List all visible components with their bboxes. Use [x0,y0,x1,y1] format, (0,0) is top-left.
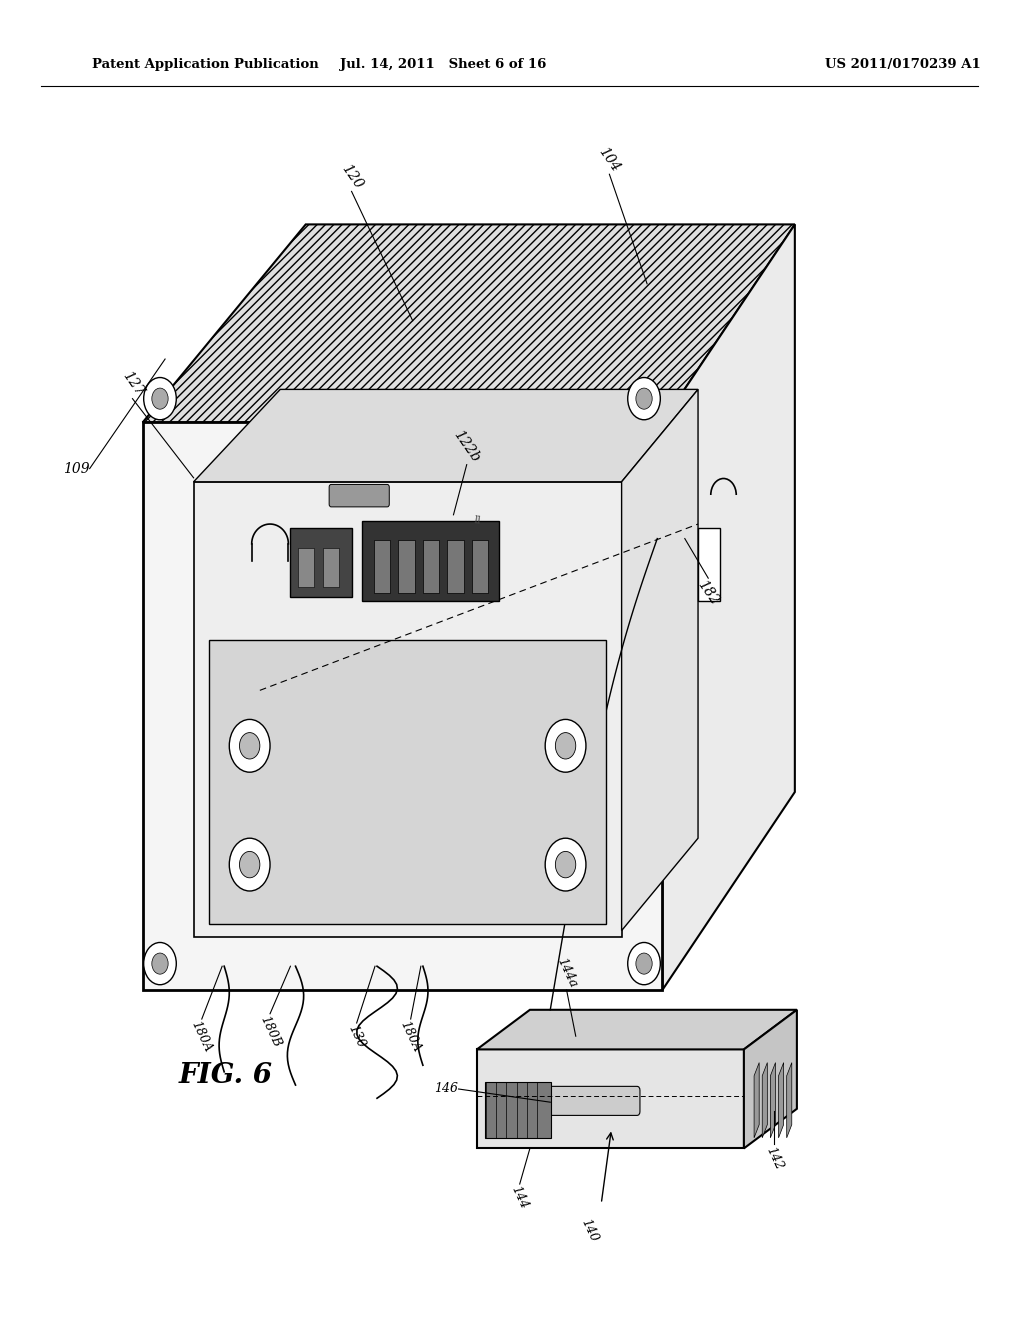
Polygon shape [477,1049,743,1148]
Text: Patent Application Publication: Patent Application Publication [92,58,318,71]
Polygon shape [477,1010,797,1049]
FancyBboxPatch shape [374,540,390,593]
FancyBboxPatch shape [547,1086,640,1115]
FancyBboxPatch shape [472,540,488,593]
Text: 109: 109 [63,462,90,475]
Text: 144a: 144a [554,956,580,990]
FancyBboxPatch shape [398,540,415,593]
Text: 127: 127 [119,368,145,399]
Circle shape [229,838,270,891]
Polygon shape [142,422,663,990]
Text: 104: 104 [596,144,623,174]
Circle shape [545,719,586,772]
Polygon shape [743,1010,797,1148]
Text: FIG. 6: FIG. 6 [178,1063,272,1089]
Polygon shape [194,482,622,937]
Circle shape [143,942,176,985]
FancyBboxPatch shape [423,540,439,593]
Text: 130: 130 [346,1023,368,1051]
Text: US 2011/0170239 A1: US 2011/0170239 A1 [825,58,981,71]
FancyBboxPatch shape [447,540,464,593]
Circle shape [545,838,586,891]
Circle shape [229,719,270,772]
Polygon shape [194,389,698,482]
Polygon shape [209,640,606,924]
Text: 180A: 180A [188,1019,215,1055]
Circle shape [240,733,260,759]
Circle shape [555,733,575,759]
Circle shape [152,953,168,974]
Circle shape [143,378,176,420]
Text: 180B: 180B [257,1014,283,1049]
Text: Jul. 14, 2011   Sheet 6 of 16: Jul. 14, 2011 Sheet 6 of 16 [340,58,547,71]
Polygon shape [361,521,500,601]
Text: 182: 182 [695,578,722,609]
FancyBboxPatch shape [698,528,721,601]
Circle shape [636,388,652,409]
Circle shape [636,953,652,974]
Polygon shape [663,224,795,990]
FancyBboxPatch shape [298,548,314,587]
FancyBboxPatch shape [323,548,339,587]
Text: 146: 146 [434,1082,459,1096]
Polygon shape [622,389,698,931]
Circle shape [555,851,575,878]
Text: 140: 140 [578,1217,600,1245]
Circle shape [240,851,260,878]
Polygon shape [786,1063,792,1138]
FancyBboxPatch shape [485,1082,551,1138]
Circle shape [628,378,660,420]
Polygon shape [291,528,351,597]
Text: 122b: 122b [451,428,482,465]
Circle shape [152,388,168,409]
Text: 142: 142 [764,1144,785,1172]
Text: 144: 144 [509,1184,530,1212]
Polygon shape [770,1063,775,1138]
FancyBboxPatch shape [329,484,389,507]
Circle shape [628,942,660,985]
Polygon shape [762,1063,767,1138]
Polygon shape [778,1063,783,1138]
Text: 180A: 180A [397,1019,424,1055]
Polygon shape [754,1063,759,1138]
Polygon shape [142,224,795,422]
Text: 120: 120 [338,161,365,191]
Text: ll: ll [474,515,482,527]
